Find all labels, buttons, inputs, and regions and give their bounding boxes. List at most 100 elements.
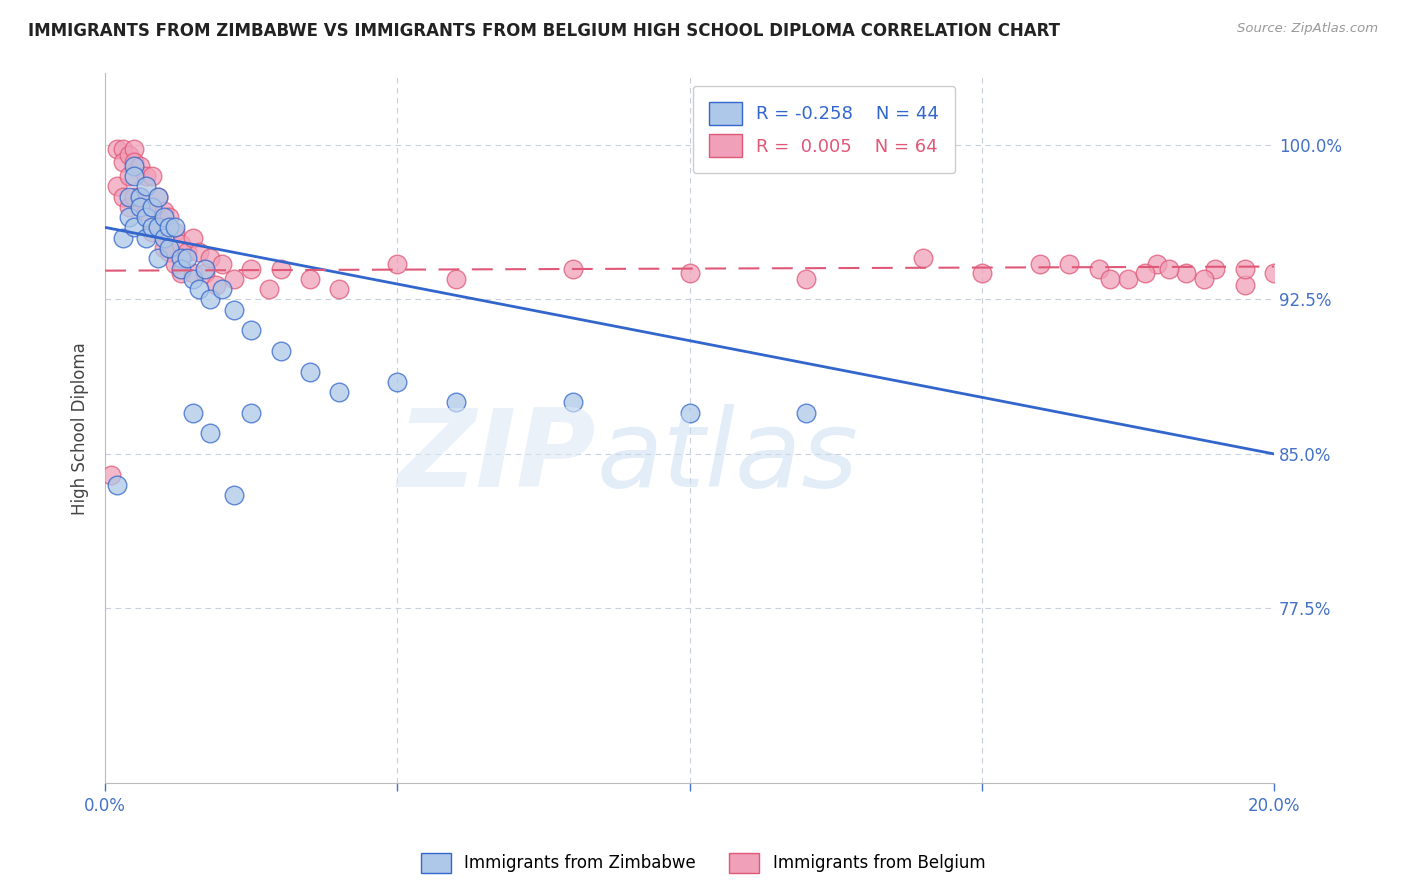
Point [117, 200, 139, 214]
Point [124, 142, 146, 156]
Point [1263, 266, 1285, 280]
Point [141, 220, 163, 235]
Text: Source: ZipAtlas.com: Source: ZipAtlas.com [1237, 22, 1378, 36]
Legend: R = -0.258    N = 44, R =  0.005    N = 64: R = -0.258 N = 44, R = 0.005 N = 64 [693, 86, 955, 173]
Point [1157, 261, 1180, 276]
Point [165, 220, 187, 235]
Point [124, 189, 146, 203]
Point [152, 241, 174, 255]
Point [146, 252, 169, 266]
Point [135, 210, 157, 224]
Point [270, 261, 292, 276]
Text: IMMIGRANTS FROM ZIMBABWE VS IMMIGRANTS FROM BELGIUM HIGH SCHOOL DIPLOMA CORRELAT: IMMIGRANTS FROM ZIMBABWE VS IMMIGRANTS F… [28, 22, 1060, 40]
Point [129, 189, 152, 203]
Point [1059, 257, 1081, 271]
Point [193, 261, 215, 276]
Point [970, 266, 993, 280]
Point [135, 230, 157, 244]
Point [1087, 261, 1109, 276]
Point [111, 189, 134, 203]
Point [129, 200, 152, 214]
Point [152, 210, 174, 224]
Point [170, 266, 193, 280]
Point [1099, 272, 1122, 286]
Point [165, 257, 187, 271]
Point [146, 220, 169, 235]
Point [152, 203, 174, 218]
Point [200, 426, 222, 441]
Point [1029, 257, 1052, 271]
Point [240, 261, 263, 276]
Point [170, 236, 193, 251]
Point [100, 467, 122, 482]
Point [117, 189, 139, 203]
Point [387, 375, 409, 389]
Point [152, 230, 174, 244]
Point [561, 395, 583, 409]
Point [222, 302, 245, 317]
Point [257, 282, 280, 296]
Point [444, 272, 467, 286]
Point [129, 189, 152, 203]
Point [111, 154, 134, 169]
Point [205, 278, 228, 293]
Point [187, 282, 209, 296]
Point [1146, 257, 1168, 271]
Point [141, 225, 163, 239]
Point [124, 154, 146, 169]
Point [159, 241, 181, 255]
Point [1233, 278, 1256, 293]
Point [270, 343, 292, 358]
Point [181, 272, 204, 286]
Point [211, 257, 233, 271]
Point [170, 252, 193, 266]
Point [678, 266, 700, 280]
Point [146, 220, 169, 235]
Point [240, 323, 263, 337]
Point [187, 245, 209, 260]
Point [159, 245, 181, 260]
Point [111, 142, 134, 156]
Point [200, 252, 222, 266]
Point [111, 230, 134, 244]
Point [105, 477, 128, 491]
Point [165, 225, 187, 239]
Y-axis label: High School Diploma: High School Diploma [72, 342, 89, 515]
Point [146, 189, 169, 203]
Point [328, 282, 350, 296]
Point [159, 220, 181, 235]
Point [117, 169, 139, 183]
Point [444, 395, 467, 409]
Point [298, 365, 321, 379]
Point [222, 488, 245, 502]
Point [159, 210, 181, 224]
Point [796, 406, 818, 420]
Point [129, 159, 152, 173]
Legend: Immigrants from Zimbabwe, Immigrants from Belgium: Immigrants from Zimbabwe, Immigrants fro… [415, 847, 991, 880]
Point [1116, 272, 1139, 286]
Text: atlas: atlas [596, 404, 858, 509]
Point [222, 272, 245, 286]
Point [912, 252, 935, 266]
Point [124, 169, 146, 183]
Text: ZIP: ZIP [398, 403, 596, 509]
Point [124, 220, 146, 235]
Point [1233, 261, 1256, 276]
Point [1135, 266, 1157, 280]
Point [211, 282, 233, 296]
Point [240, 406, 263, 420]
Point [193, 266, 215, 280]
Point [200, 293, 222, 307]
Point [141, 169, 163, 183]
Point [146, 189, 169, 203]
Point [561, 261, 583, 276]
Point [1205, 261, 1227, 276]
Point [181, 230, 204, 244]
Point [1175, 266, 1198, 280]
Point [135, 169, 157, 183]
Point [181, 406, 204, 420]
Point [105, 142, 128, 156]
Point [170, 261, 193, 276]
Point [1192, 272, 1215, 286]
Point [141, 200, 163, 214]
